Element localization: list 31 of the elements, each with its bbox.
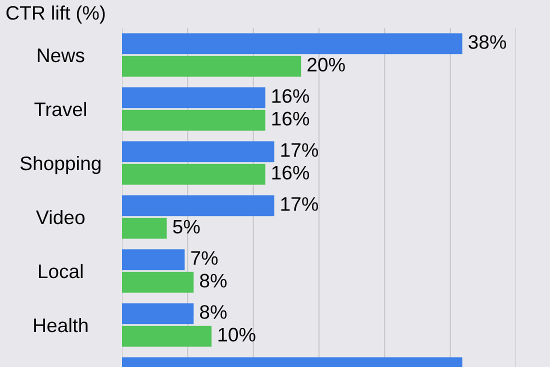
bar <box>122 249 185 270</box>
y-tick-label: Health <box>34 318 88 332</box>
bar <box>122 56 302 77</box>
data-label: 38% <box>468 35 506 49</box>
bar <box>122 110 266 131</box>
data-label: 16% <box>272 89 310 103</box>
data-label: 7% <box>191 251 218 265</box>
data-label: 5% <box>173 220 200 234</box>
bar <box>122 195 274 216</box>
y-tick-label: Local <box>38 264 83 278</box>
bar <box>122 164 266 185</box>
bar <box>122 218 167 239</box>
bar <box>122 33 462 54</box>
bar <box>122 303 194 324</box>
y-tick-label: Video <box>36 210 85 224</box>
data-label: 16% <box>272 166 310 180</box>
data-label: 10% <box>218 328 256 342</box>
bar <box>122 87 266 108</box>
data-label: 8% <box>200 274 227 288</box>
y-tick-label: News <box>38 48 84 62</box>
bar <box>122 141 274 162</box>
data-label: 17% <box>281 197 318 211</box>
y-tick-label: Shopping <box>20 156 100 174</box>
chart-title: CTR lift (%) <box>6 6 105 24</box>
bar <box>122 326 212 347</box>
y-tick-label: Travel <box>34 102 86 116</box>
data-label: 16% <box>272 112 310 126</box>
data-label: 8% <box>200 305 227 319</box>
data-label: 17% <box>281 143 318 157</box>
data-label: 20% <box>308 58 345 72</box>
bar <box>122 272 194 293</box>
